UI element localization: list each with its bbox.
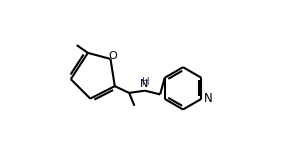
Text: N: N — [204, 92, 213, 105]
Text: N: N — [140, 79, 148, 89]
Text: O: O — [108, 51, 117, 61]
Text: H: H — [142, 77, 149, 87]
